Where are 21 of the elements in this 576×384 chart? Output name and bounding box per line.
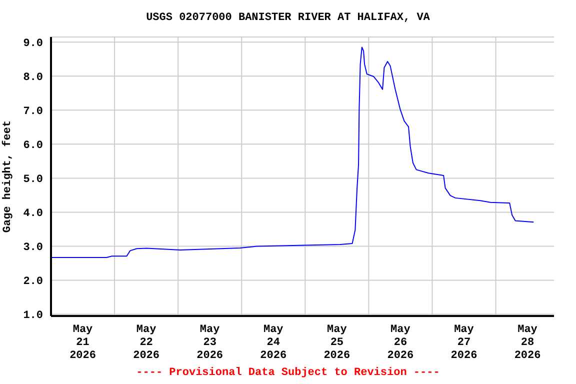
x-tick-label: May 25 2026 [324,324,350,362]
x-tick-label: May 23 2026 [196,324,224,362]
y-tick-label: 4.0 [23,208,43,220]
x-tick-label: May 28 2026 [514,324,541,362]
line-series [51,46,534,258]
y-tick-label: 2.0 [23,276,43,288]
text: ---- Provisional Data Subject to Revision ---- [135,367,441,379]
y-tick-label: 5.0 [23,174,43,186]
y-tick-label: 1.0 [23,310,43,322]
y-tick-label: 3.0 [23,242,43,254]
y-tick-label: 9.0 [23,38,43,50]
x-tick-label: May 24 2026 [260,324,287,362]
x-tick-label: May 27 2026 [450,324,478,362]
y-tick-label: 6.0 [23,140,43,152]
y-tick-label: 7.0 [23,106,43,118]
chart-title: USGS 02077000 BANISTER RIVER AT HALIFAX, VA [145,12,431,24]
y-axis-title: Gage height, feet [0,120,14,233]
x-tick-label: May 21 2026 [70,324,96,362]
x-tick-label: May 22 2026 [133,324,160,362]
y-tick-label: 8.0 [23,72,43,84]
x-tick-label: May 26 2026 [387,324,414,362]
